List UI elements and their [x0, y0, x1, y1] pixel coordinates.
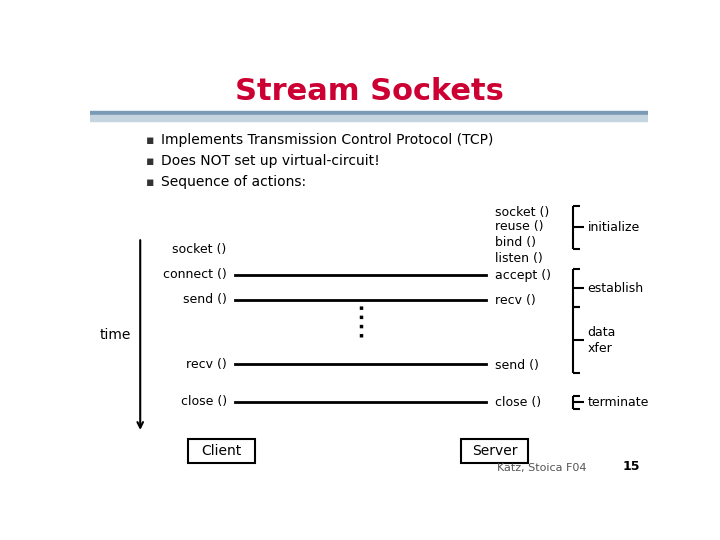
- Text: reuse (): reuse (): [495, 220, 543, 233]
- Text: initialize: initialize: [588, 221, 640, 234]
- Text: ▪: ▪: [145, 176, 154, 188]
- Text: recv (): recv (): [186, 357, 227, 370]
- Text: accept (): accept (): [495, 269, 551, 282]
- Text: socket (): socket (): [495, 206, 549, 219]
- Text: Implements Transmission Control Protocol (TCP): Implements Transmission Control Protocol…: [161, 133, 494, 147]
- Text: connect (): connect (): [163, 268, 227, 281]
- Bar: [90, 115, 648, 121]
- Text: Sequence of actions:: Sequence of actions:: [161, 175, 307, 189]
- Text: close (): close (): [181, 395, 227, 408]
- Text: time: time: [99, 328, 131, 342]
- Text: Stream Sockets: Stream Sockets: [235, 77, 503, 106]
- Text: close (): close (): [495, 396, 541, 409]
- Text: ▪: ▪: [145, 155, 154, 168]
- Bar: [90, 111, 648, 116]
- Text: socket (): socket (): [173, 244, 227, 256]
- Text: terminate: terminate: [588, 396, 649, 409]
- Text: 15: 15: [623, 460, 640, 473]
- Bar: [188, 438, 255, 463]
- Text: Does NOT set up virtual-circuit!: Does NOT set up virtual-circuit!: [161, 154, 380, 168]
- Text: send (): send (): [495, 359, 539, 372]
- Text: send (): send (): [183, 293, 227, 306]
- Text: listen (): listen (): [495, 253, 542, 266]
- Text: ▪: ▪: [145, 134, 154, 147]
- Text: recv (): recv (): [495, 294, 535, 307]
- Text: data
xfer: data xfer: [588, 326, 616, 355]
- Text: bind (): bind (): [495, 237, 536, 249]
- Text: Katz, Stoica F04: Katz, Stoica F04: [498, 463, 587, 473]
- Text: Server: Server: [472, 444, 517, 458]
- Text: Client: Client: [201, 444, 241, 458]
- Text: establish: establish: [588, 281, 644, 295]
- Bar: [461, 438, 528, 463]
